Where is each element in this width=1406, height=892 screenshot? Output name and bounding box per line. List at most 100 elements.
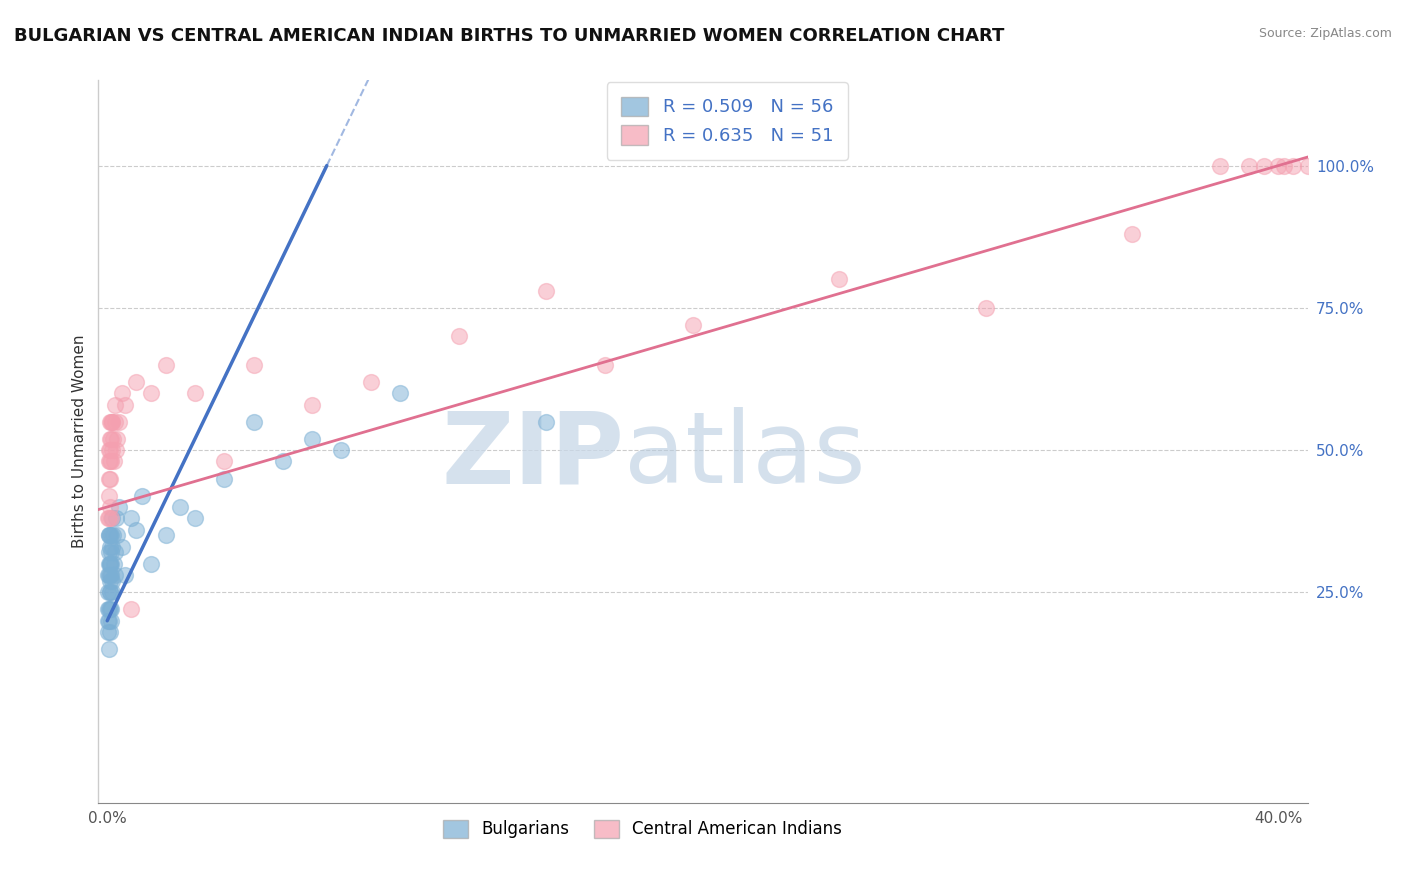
Point (97, 625, 120, 640)
Point (131, 489, 153, 503)
Point (104, 511, 127, 525)
Point (98, 511, 121, 525)
Point (97, 602, 120, 616)
Point (97, 489, 120, 503)
Point (184, 511, 207, 525)
Point (100, 511, 122, 525)
Point (97, 545, 120, 559)
Point (1237, 159, 1260, 173)
Point (1121, 227, 1143, 241)
Point (101, 574, 124, 588)
Y-axis label: Births to Unmarried Women: Births to Unmarried Women (72, 334, 87, 549)
Point (98, 415, 121, 429)
Point (114, 568, 136, 582)
Point (101, 540, 124, 554)
Point (100, 602, 122, 616)
Point (155, 358, 177, 372)
Point (108, 500, 131, 514)
Point (98, 568, 121, 582)
Point (100, 454, 122, 468)
Point (98, 443, 121, 458)
Point (97, 454, 120, 468)
Text: atlas: atlas (624, 408, 866, 505)
Point (139, 557, 162, 571)
Point (98, 568, 121, 582)
Point (169, 500, 191, 514)
Point (101, 432, 124, 446)
Point (125, 375, 148, 389)
Point (100, 568, 122, 582)
Point (98, 500, 121, 514)
Point (107, 432, 129, 446)
Point (101, 443, 124, 458)
Point (139, 386, 162, 401)
Point (103, 557, 125, 571)
Point (120, 511, 142, 525)
Point (98, 454, 121, 468)
Point (100, 511, 122, 525)
Point (120, 602, 142, 616)
Point (101, 415, 124, 429)
Point (98, 528, 121, 542)
Point (974, 301, 997, 315)
Point (104, 443, 127, 458)
Point (98, 585, 121, 599)
Point (100, 443, 122, 458)
Point (100, 557, 122, 571)
Point (242, 358, 264, 372)
Point (100, 415, 122, 429)
Point (98, 574, 121, 588)
Point (1253, 159, 1275, 173)
Point (155, 528, 177, 542)
Point (98, 602, 121, 616)
Point (100, 415, 122, 429)
Legend: Bulgarians, Central American Indians: Bulgarians, Central American Indians (436, 813, 849, 845)
Point (97, 471, 120, 485)
Point (103, 568, 125, 582)
Point (98, 540, 121, 554)
Point (100, 432, 122, 446)
Point (97, 614, 120, 628)
Point (593, 358, 616, 372)
Point (98, 528, 121, 542)
Point (388, 386, 411, 401)
Point (1282, 159, 1305, 173)
Point (184, 386, 207, 401)
Point (103, 415, 125, 429)
Point (97, 528, 120, 542)
Point (114, 398, 136, 412)
Point (301, 432, 323, 446)
Point (104, 545, 127, 559)
Point (214, 454, 236, 468)
Point (100, 585, 122, 599)
Point (536, 284, 558, 298)
Point (301, 398, 323, 412)
Point (108, 415, 131, 429)
Point (111, 386, 134, 401)
Text: ZIP: ZIP (441, 408, 624, 505)
Point (1296, 159, 1319, 173)
Point (330, 443, 353, 458)
Point (101, 528, 124, 542)
Point (1209, 159, 1232, 173)
Point (97, 511, 120, 525)
Point (828, 272, 851, 286)
Point (98, 557, 121, 571)
Point (682, 318, 704, 332)
Point (100, 528, 122, 542)
Point (98, 614, 121, 628)
Point (360, 375, 382, 389)
Point (97, 568, 120, 582)
Point (1272, 159, 1295, 173)
Text: Source: ZipAtlas.com: Source: ZipAtlas.com (1258, 27, 1392, 40)
Point (242, 415, 264, 429)
Point (100, 585, 122, 599)
Point (111, 540, 134, 554)
Point (536, 415, 558, 429)
Point (97, 585, 120, 599)
Point (271, 454, 294, 468)
Point (97, 602, 120, 616)
Point (125, 523, 148, 537)
Point (103, 454, 125, 468)
Point (98, 471, 121, 485)
